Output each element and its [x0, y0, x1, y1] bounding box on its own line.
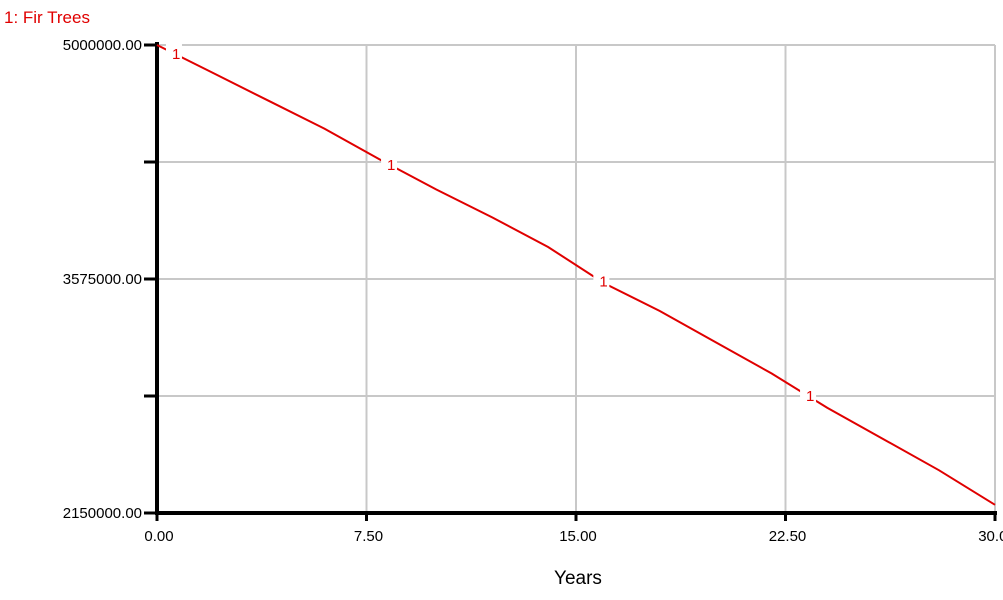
- series-marker-label: 1: [599, 273, 607, 290]
- series-marker-label: 1: [387, 157, 395, 174]
- legend-series-label: 1: Fir Trees: [4, 8, 90, 27]
- x-tick-label: 0.00: [144, 528, 173, 545]
- x-axis-label: Years: [554, 568, 602, 589]
- y-tick-label: 5000000.00: [63, 37, 142, 54]
- grid-lines: [157, 44, 996, 513]
- series-marker-bg: [165, 43, 182, 64]
- axis-ticks: [144, 43, 997, 521]
- tick-labels: 2150000.00 3575000.00 5000000.00 0.00 7.50 15…: [63, 37, 1003, 545]
- series-marker-label: 1: [806, 388, 814, 405]
- series-marker-label: 1: [172, 46, 180, 63]
- y-tick-label: 2150000.00: [63, 505, 142, 522]
- series-marker-bg: [381, 154, 398, 175]
- x-tick-label: 7.50: [354, 528, 383, 545]
- x-tick-label: 30.00: [978, 528, 1003, 545]
- x-tick-label: 15.00: [559, 528, 597, 545]
- series-marker-bg: [800, 386, 817, 407]
- series-layer: 1 1 1 1: [156, 43, 996, 506]
- series-line-fir-trees: [156, 44, 996, 506]
- x-tick-label: 22.50: [769, 528, 807, 545]
- series-marker-bg: [593, 271, 610, 292]
- y-tick-label: 3575000.00: [63, 271, 142, 288]
